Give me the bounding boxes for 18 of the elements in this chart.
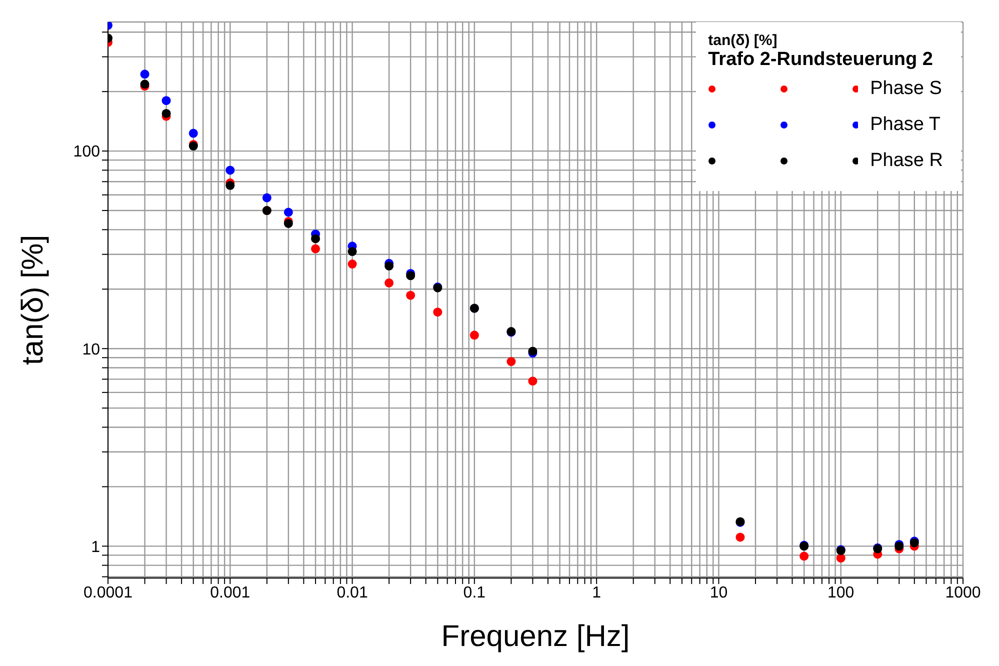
x-tick-label: 0.01 [336, 584, 368, 602]
y-tick-label: 1 [91, 538, 100, 556]
y-tick-label: 10 [82, 341, 100, 358]
x-tick-label: 10 [710, 584, 728, 602]
x-tick-label: 0.001 [210, 584, 250, 602]
x-tick-label: 0.1 [463, 584, 486, 602]
annotation: Trafo 2-Rundsteuerung 2 [708, 49, 934, 71]
legend-label: Phase S [870, 78, 942, 100]
y-axis-title: tan(δ) [%] [16, 234, 50, 366]
x-axis-title: Frequenz [Hz] [441, 620, 630, 653]
x-tick-label: 0.0001 [84, 584, 133, 602]
legend-label: Phase T [870, 114, 941, 136]
legend-title: tan(δ) [%] [708, 32, 778, 49]
x-tick-label: 1000 [945, 584, 981, 602]
y-tick-label: 100 [73, 144, 100, 161]
legend-label: Phase R [870, 150, 943, 172]
x-tick-label: 100 [828, 584, 854, 602]
x-tick-label: 1 [592, 584, 602, 602]
